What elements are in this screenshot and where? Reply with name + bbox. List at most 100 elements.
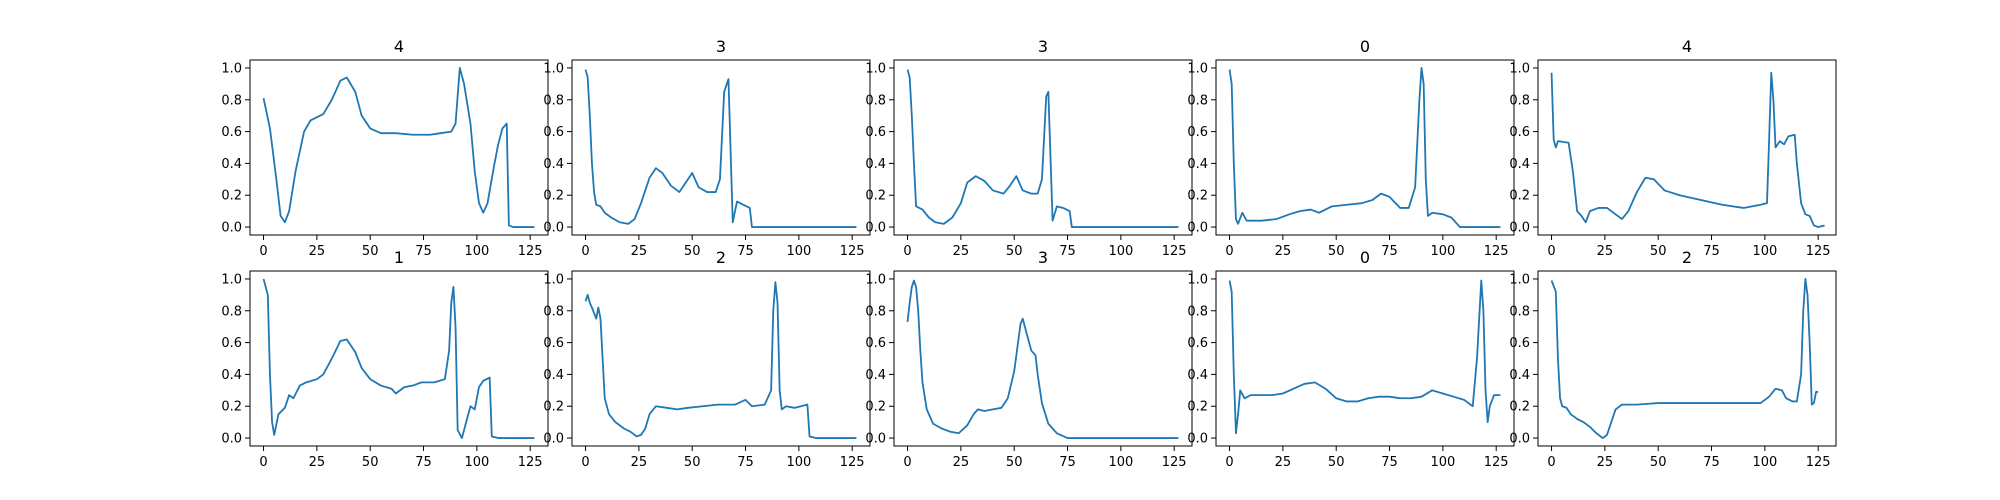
y-tick-label: 0.4 bbox=[221, 157, 242, 172]
chart-panel-1: 4 0 25 50 75 100 125 0.0 0.2 0.4 0.6 0.8 1.0 bbox=[221, 37, 549, 259]
x-tick-label: 75 bbox=[737, 244, 754, 259]
x-tick-label: 50 bbox=[1650, 244, 1667, 259]
y-tick-label: 0.0 bbox=[221, 432, 242, 447]
y-tick-label: 0.2 bbox=[1187, 189, 1208, 204]
y-tick-label: 0.8 bbox=[1509, 93, 1530, 108]
x-tick-label: 100 bbox=[464, 455, 489, 470]
panel-title: 4 bbox=[394, 37, 404, 56]
series-line bbox=[262, 278, 535, 439]
x-tick-label: 125 bbox=[518, 244, 543, 259]
y-tick-label: 1.0 bbox=[865, 272, 886, 287]
chart-panel-2: 3 0 25 50 75 100 125 0.0 0.2 0.4 0.6 0.8 1.0 bbox=[543, 37, 871, 259]
y-tick-label: 1.0 bbox=[1509, 61, 1530, 76]
y-tick-label: 0.2 bbox=[543, 400, 564, 415]
x-tick-label: 0 bbox=[259, 455, 267, 470]
x-tick-label: 50 bbox=[362, 244, 379, 259]
x-tick-label: 0 bbox=[259, 244, 267, 259]
x-tick-label: 0 bbox=[903, 455, 911, 470]
x-tick-label: 0 bbox=[581, 244, 589, 259]
x-tick-label: 0 bbox=[581, 455, 589, 470]
x-tick-label: 50 bbox=[1006, 244, 1023, 259]
y-tick-label: 1.0 bbox=[865, 61, 886, 76]
y-tick-label: 0.6 bbox=[221, 336, 242, 351]
x-tick-label: 25 bbox=[1275, 455, 1292, 470]
y-tick-label: 0.4 bbox=[1509, 368, 1530, 383]
x-tick-label: 50 bbox=[1650, 455, 1667, 470]
x-tick-label: 50 bbox=[684, 455, 701, 470]
y-tick-label: 0.8 bbox=[865, 304, 886, 319]
x-tick-label: 100 bbox=[464, 244, 489, 259]
y-tick-label: 0.8 bbox=[865, 93, 886, 108]
series-line bbox=[1550, 278, 1819, 439]
chart-panel-9: 0 0 25 50 75 100 125 0.0 0.2 0.4 0.6 0.8 1.0 bbox=[1187, 248, 1515, 470]
x-tick-label: 75 bbox=[415, 455, 432, 470]
series-line bbox=[906, 279, 1179, 439]
panel-title: 3 bbox=[1038, 248, 1048, 267]
y-tick-label: 1.0 bbox=[221, 61, 242, 76]
y-tick-label: 0.0 bbox=[865, 432, 886, 447]
x-tick-label: 125 bbox=[1484, 244, 1509, 259]
plot-frame bbox=[571, 59, 871, 236]
y-tick-label: 0.2 bbox=[865, 189, 886, 204]
x-tick-label: 100 bbox=[1108, 455, 1133, 470]
x-tick-label: 75 bbox=[415, 244, 432, 259]
x-tick-label: 25 bbox=[631, 455, 648, 470]
panel-title: 3 bbox=[1038, 37, 1048, 56]
x-tick-label: 100 bbox=[786, 244, 811, 259]
x-tick-label: 125 bbox=[840, 455, 865, 470]
y-tick-label: 0.2 bbox=[1509, 189, 1530, 204]
y-tick-label: 0.4 bbox=[1187, 368, 1208, 383]
y-tick-label: 0.6 bbox=[1187, 125, 1208, 140]
plot-frame bbox=[893, 59, 1193, 236]
y-tick-label: 1.0 bbox=[543, 272, 564, 287]
y-tick-label: 0.6 bbox=[1187, 336, 1208, 351]
x-tick-label: 125 bbox=[518, 455, 543, 470]
y-tick-label: 0.2 bbox=[221, 400, 242, 415]
panel-title: 4 bbox=[1682, 37, 1692, 56]
x-tick-label: 75 bbox=[1059, 455, 1076, 470]
y-tick-label: 0.0 bbox=[221, 221, 242, 236]
series-line bbox=[584, 281, 857, 439]
y-tick-label: 0.0 bbox=[1187, 221, 1208, 236]
y-tick-label: 0.2 bbox=[543, 189, 564, 204]
x-tick-label: 0 bbox=[1547, 244, 1555, 259]
y-tick-label: 0.4 bbox=[865, 157, 886, 172]
y-tick-label: 0.2 bbox=[221, 189, 242, 204]
y-tick-label: 0.8 bbox=[1509, 304, 1530, 319]
x-tick-label: 25 bbox=[1597, 244, 1614, 259]
x-tick-label: 50 bbox=[1328, 244, 1345, 259]
panel-title: 3 bbox=[716, 37, 726, 56]
plot-frame bbox=[1215, 59, 1515, 236]
x-tick-label: 50 bbox=[1006, 455, 1023, 470]
y-tick-label: 0.6 bbox=[543, 125, 564, 140]
plot-frame bbox=[249, 270, 549, 447]
y-tick-label: 1.0 bbox=[221, 272, 242, 287]
y-tick-label: 0.4 bbox=[543, 368, 564, 383]
y-tick-label: 0.0 bbox=[1187, 432, 1208, 447]
x-tick-label: 125 bbox=[1484, 455, 1509, 470]
x-tick-label: 100 bbox=[1752, 455, 1777, 470]
y-tick-label: 0.2 bbox=[1187, 400, 1208, 415]
x-tick-label: 125 bbox=[1806, 455, 1831, 470]
y-tick-label: 0.0 bbox=[865, 221, 886, 236]
y-tick-label: 0.8 bbox=[1187, 304, 1208, 319]
series-line bbox=[1228, 279, 1501, 435]
chart-panel-8: 3 0 25 50 75 100 125 0.0 0.2 0.4 0.6 0.8 1.0 bbox=[865, 248, 1193, 470]
chart-panel-5: 4 0 25 50 75 100 125 0.0 0.2 0.4 0.6 0.8 1.0 bbox=[1509, 37, 1837, 259]
y-tick-label: 1.0 bbox=[1509, 272, 1530, 287]
y-tick-label: 0.8 bbox=[543, 304, 564, 319]
y-tick-label: 0.6 bbox=[1509, 336, 1530, 351]
series-line bbox=[262, 67, 535, 228]
y-tick-label: 0.6 bbox=[221, 125, 242, 140]
x-tick-label: 125 bbox=[1162, 244, 1187, 259]
x-tick-label: 25 bbox=[953, 244, 970, 259]
x-tick-label: 25 bbox=[309, 244, 326, 259]
plot-frame bbox=[249, 59, 549, 236]
series-line bbox=[584, 69, 857, 228]
x-tick-label: 50 bbox=[1328, 455, 1345, 470]
y-tick-label: 0.4 bbox=[1509, 157, 1530, 172]
x-tick-label: 75 bbox=[1381, 244, 1398, 259]
panel-title: 2 bbox=[716, 248, 726, 267]
x-tick-label: 100 bbox=[1108, 244, 1133, 259]
